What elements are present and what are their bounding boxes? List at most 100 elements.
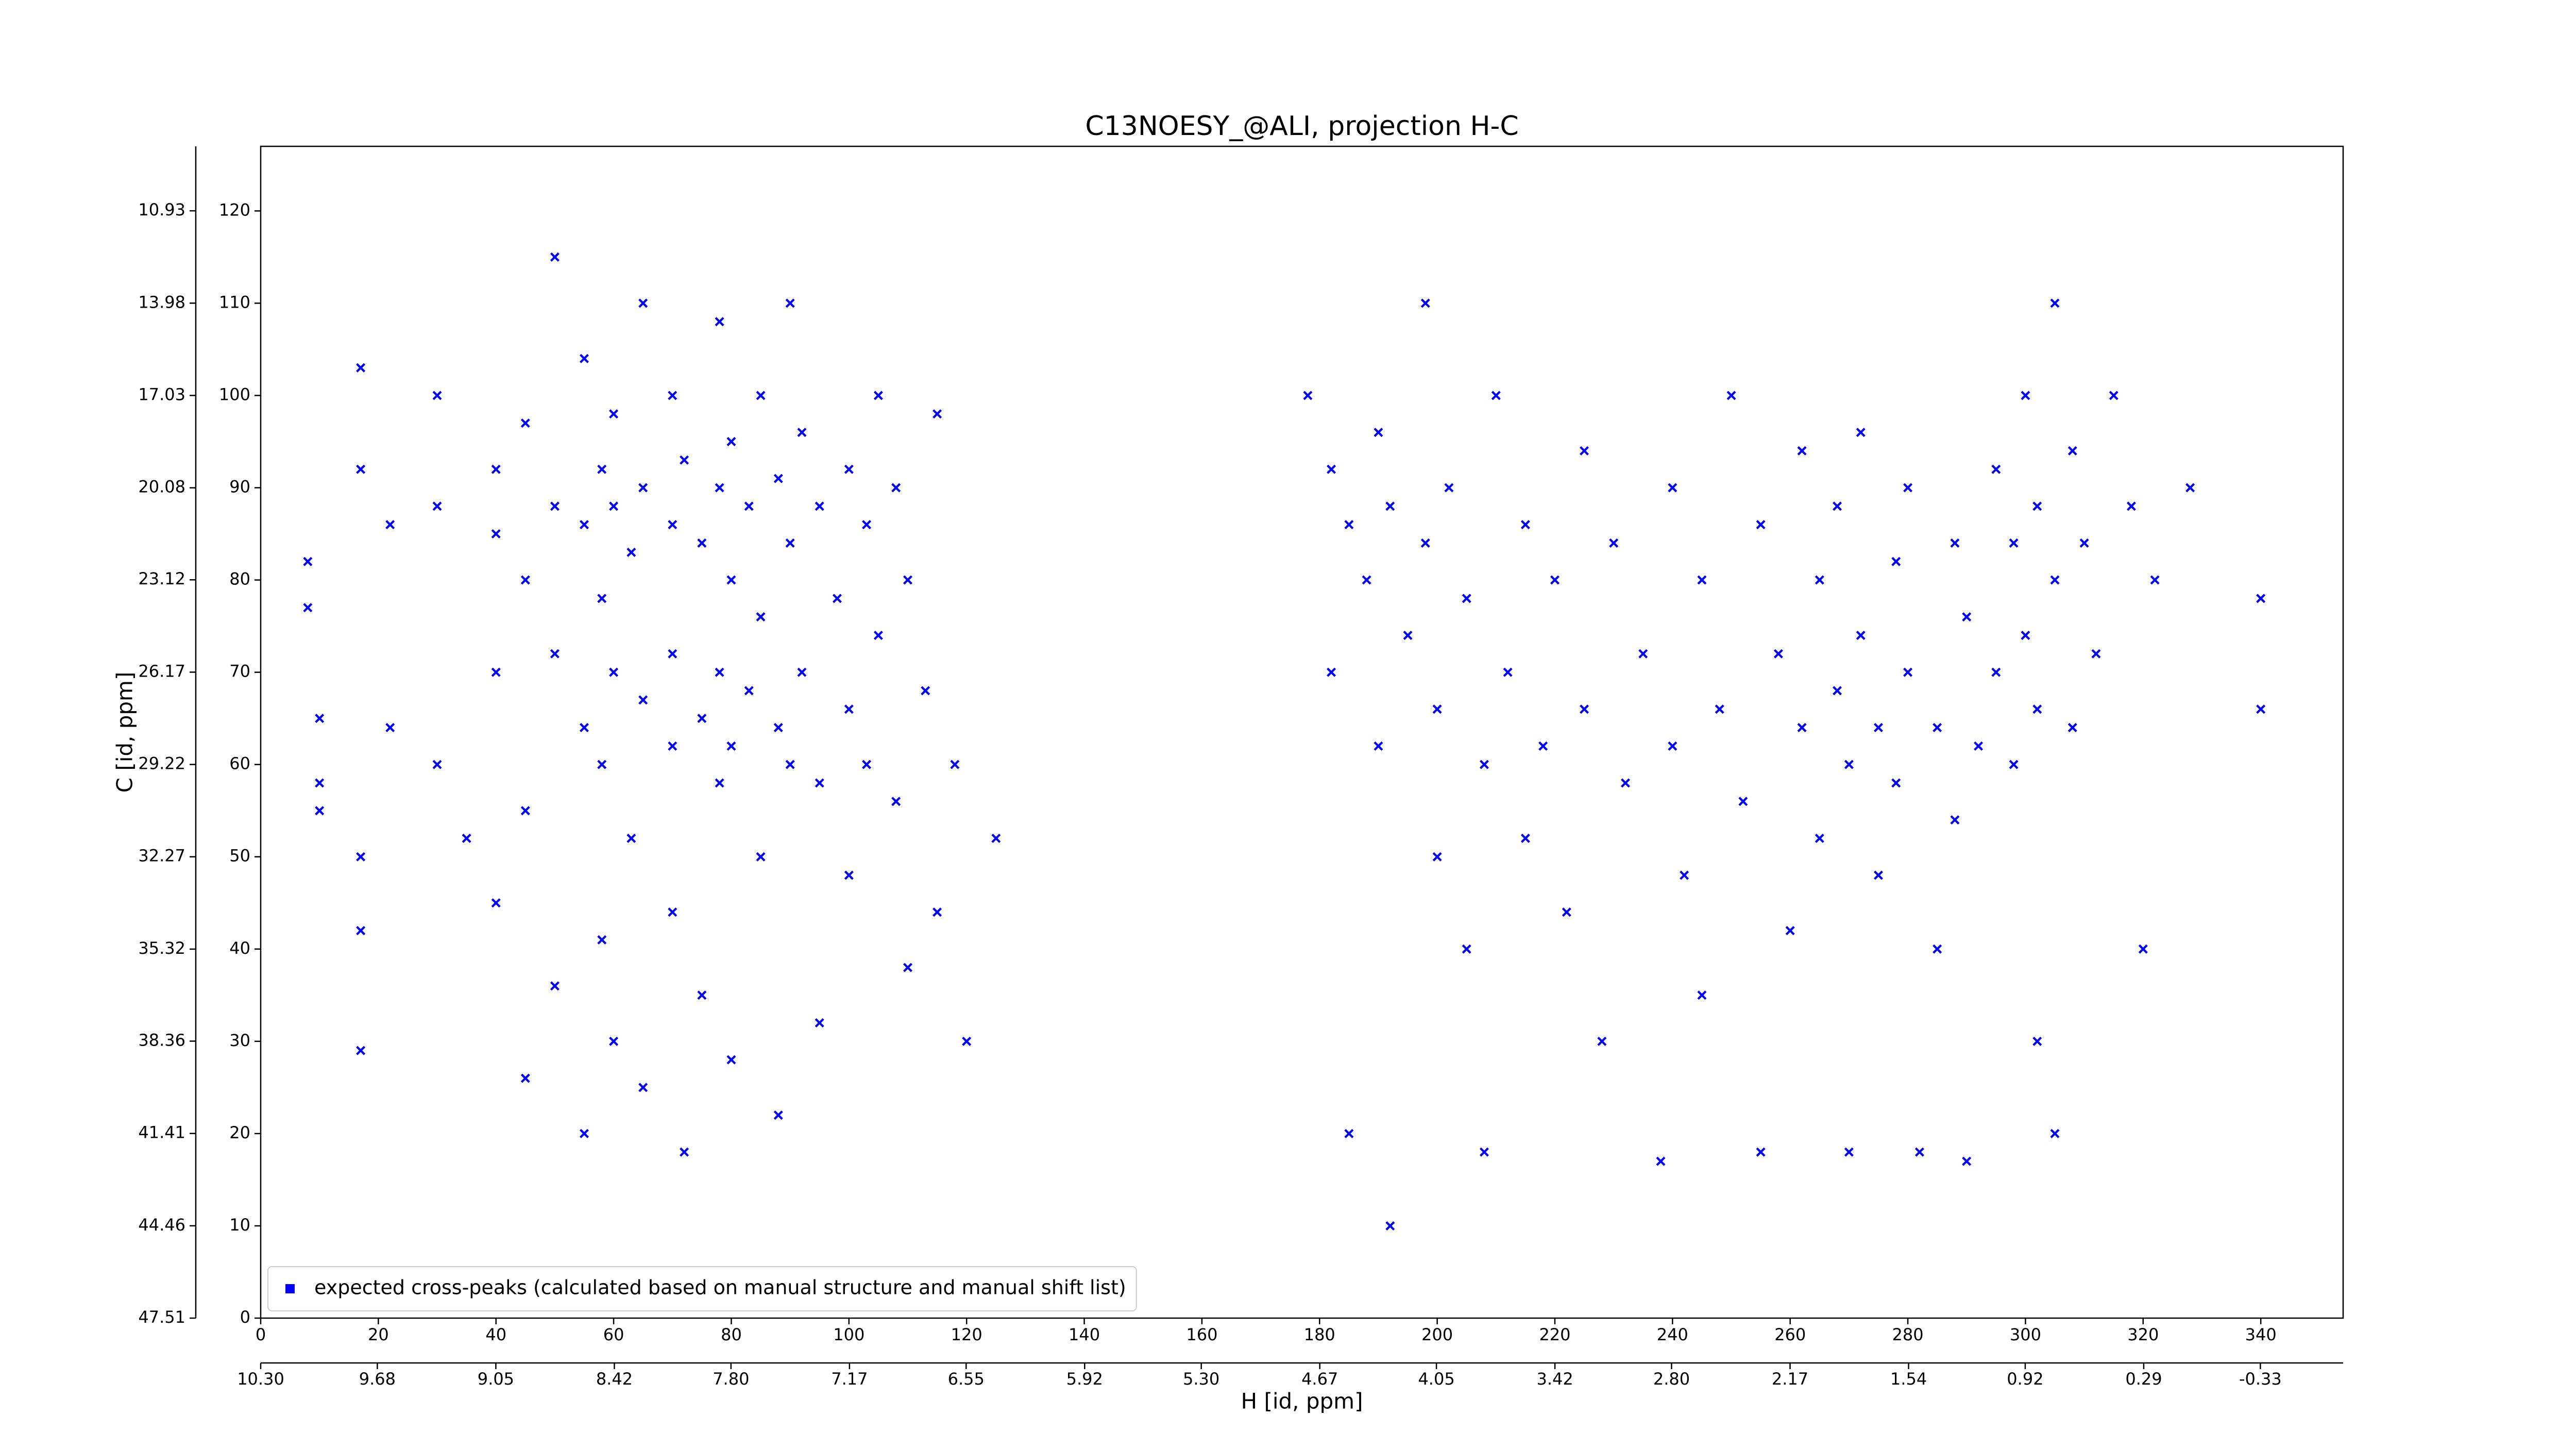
secondary-y-tick-label: 20.08 <box>138 477 185 497</box>
data-point <box>756 391 766 400</box>
data-point <box>1432 852 1442 862</box>
data-point <box>491 898 501 908</box>
data-point <box>756 852 766 862</box>
y-tick-label: 110 <box>219 292 250 312</box>
data-point <box>1738 797 1748 806</box>
data-point <box>1362 575 1371 585</box>
y-tick-label: 20 <box>229 1123 250 1142</box>
data-point <box>773 1110 783 1120</box>
data-point <box>1420 298 1430 308</box>
data-point <box>1385 501 1395 511</box>
secondary-x-tick-label: 6.55 <box>948 1369 985 1389</box>
data-point <box>1797 446 1807 456</box>
data-point <box>597 935 607 945</box>
data-point <box>2050 298 2060 308</box>
data-point <box>726 1055 736 1065</box>
data-point <box>609 667 619 677</box>
secondary-x-tick-label: 3.42 <box>1536 1369 1573 1389</box>
data-point <box>1697 990 1707 1000</box>
data-point <box>950 760 960 769</box>
data-point <box>356 852 366 862</box>
data-point <box>1479 1147 1489 1157</box>
data-point <box>815 1018 824 1028</box>
secondary-y-tick-label: 47.51 <box>138 1307 185 1327</box>
data-point <box>432 501 442 511</box>
secondary-x-tick-label: 1.54 <box>1890 1369 1927 1389</box>
data-point <box>1844 760 1854 769</box>
data-point <box>715 483 724 493</box>
data-point <box>1815 575 1824 585</box>
data-point <box>726 436 736 446</box>
data-point <box>1891 557 1901 566</box>
secondary-y-tick-label: 26.17 <box>138 661 185 681</box>
data-point <box>891 483 901 493</box>
data-point <box>797 667 807 677</box>
data-point <box>785 298 795 308</box>
data-point <box>680 1147 689 1157</box>
data-point <box>1715 704 1724 714</box>
data-point <box>550 981 560 991</box>
data-point <box>991 833 1001 843</box>
data-point <box>1374 428 1383 437</box>
x-tick-label: 160 <box>1186 1325 1217 1344</box>
data-point <box>668 907 677 917</box>
data-point <box>832 594 842 603</box>
secondary-x-tick-label: 2.80 <box>1653 1369 1690 1389</box>
data-point <box>1903 667 1913 677</box>
data-point <box>315 806 325 816</box>
secondary-x-tick-label: 7.80 <box>713 1369 749 1389</box>
data-point <box>1520 833 1530 843</box>
data-point <box>2079 538 2089 548</box>
data-point <box>903 575 912 585</box>
data-point <box>1773 649 1783 659</box>
data-point <box>579 353 589 363</box>
data-point <box>1597 1036 1607 1046</box>
data-point <box>815 501 824 511</box>
data-point <box>597 464 607 474</box>
data-point <box>520 418 530 428</box>
data-point <box>873 391 883 400</box>
secondary-y-tick-label: 32.27 <box>138 846 185 866</box>
data-point <box>668 391 677 400</box>
data-point <box>1697 575 1707 585</box>
data-point <box>432 760 442 769</box>
secondary-x-tick-label: 2.17 <box>1772 1369 1808 1389</box>
data-point <box>1844 1147 1854 1157</box>
data-point <box>844 870 854 880</box>
data-point <box>2021 391 2030 400</box>
data-point <box>315 778 325 788</box>
data-point <box>579 520 589 530</box>
secondary-y-tick-label: 10.93 <box>138 200 185 220</box>
y-tick-label: 50 <box>229 846 250 866</box>
data-point <box>873 630 883 640</box>
data-point <box>1950 538 1960 548</box>
x-tick-label: 140 <box>1069 1325 1100 1344</box>
data-point <box>597 760 607 769</box>
data-point <box>315 714 325 723</box>
data-point <box>773 474 783 483</box>
data-point <box>1991 667 2001 677</box>
data-point <box>356 464 366 474</box>
data-point <box>933 907 942 917</box>
data-point <box>1327 667 1336 677</box>
data-point <box>2032 1036 2042 1046</box>
data-point <box>1374 741 1383 751</box>
y-tick-label: 100 <box>219 384 250 404</box>
data-point <box>862 760 872 769</box>
data-point <box>680 455 689 465</box>
secondary-x-tick-label: 10.30 <box>237 1369 284 1389</box>
data-point <box>2150 575 2160 585</box>
plot-frame <box>260 145 2344 1319</box>
data-point <box>668 649 677 659</box>
data-point <box>1638 649 1648 659</box>
secondary-y-tick-label: 23.12 <box>138 569 185 588</box>
data-point <box>1562 907 1571 917</box>
data-point <box>550 252 560 262</box>
data-point <box>1327 464 1336 474</box>
data-point <box>1538 741 1548 751</box>
data-point <box>1873 870 1883 880</box>
data-point <box>1303 391 1313 400</box>
data-point <box>638 483 648 493</box>
secondary-x-tick-label: 4.67 <box>1301 1369 1338 1389</box>
data-point <box>579 1128 589 1138</box>
